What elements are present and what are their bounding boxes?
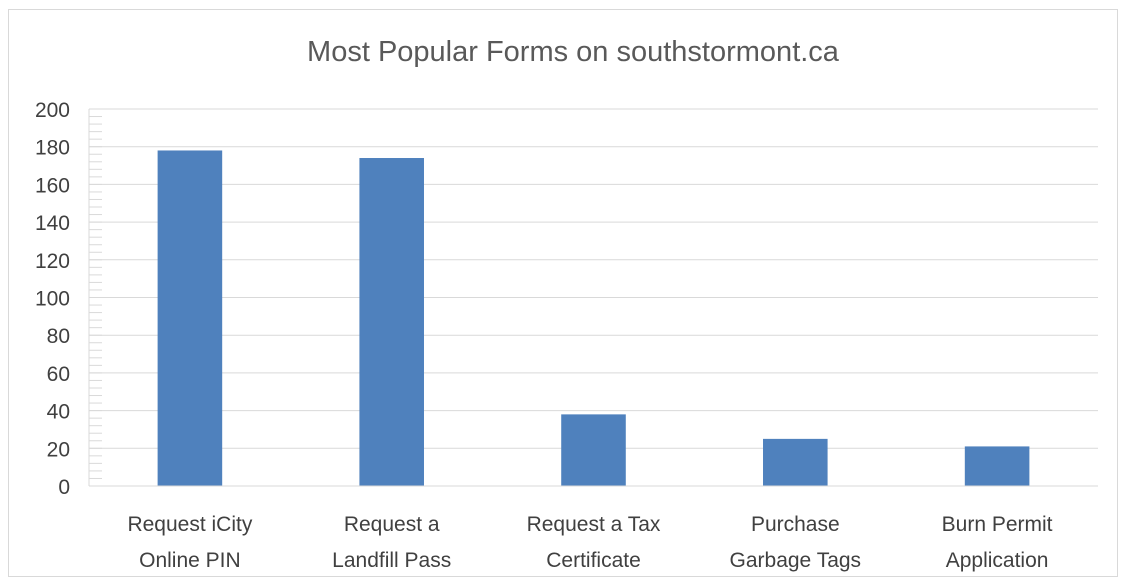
bar — [964, 446, 1030, 486]
bar — [763, 438, 828, 486]
y-tick-label: 60 — [47, 363, 70, 386]
y-tick-label: 180 — [35, 137, 70, 160]
chart-title: Most Popular Forms on southstormont.ca — [307, 36, 840, 68]
y-axis-tick-labels: 0 20 40 60 80 100 120 140 160 180 200 — [35, 99, 70, 499]
y-axis-minor-ticks — [89, 108, 102, 487]
x-category-label: Request a Tax — [527, 513, 661, 536]
axes — [88, 109, 1098, 487]
y-tick-label: 140 — [35, 212, 70, 235]
x-category-label: Application — [946, 549, 1049, 572]
y-tick-label: 80 — [47, 325, 70, 348]
x-category-label: Purchase — [751, 513, 840, 536]
x-category-label: Landfill Pass — [332, 549, 451, 572]
x-category-label: Burn Permit — [942, 513, 1053, 536]
x-category-label: Request iCity — [127, 513, 252, 536]
bar — [561, 414, 626, 486]
x-axis-category-labels: Request iCity Online PIN Request a Landfill… — [127, 513, 1052, 572]
bars — [157, 150, 1030, 486]
bar — [359, 158, 424, 486]
y-tick-label: 40 — [47, 401, 70, 424]
y-tick-label: 20 — [47, 438, 70, 461]
x-category-label: Garbage Tags — [730, 549, 862, 572]
y-tick-label: 0 — [58, 476, 70, 499]
y-tick-label: 120 — [35, 250, 70, 273]
bar — [157, 150, 223, 486]
y-tick-label: 160 — [35, 174, 70, 197]
x-category-label: Certificate — [546, 549, 641, 572]
x-category-label: Online PIN — [139, 549, 241, 572]
x-category-label: Request a — [344, 513, 440, 536]
gridlines — [89, 108, 1098, 449]
y-tick-label: 200 — [35, 99, 70, 122]
y-tick-label: 100 — [35, 288, 70, 311]
